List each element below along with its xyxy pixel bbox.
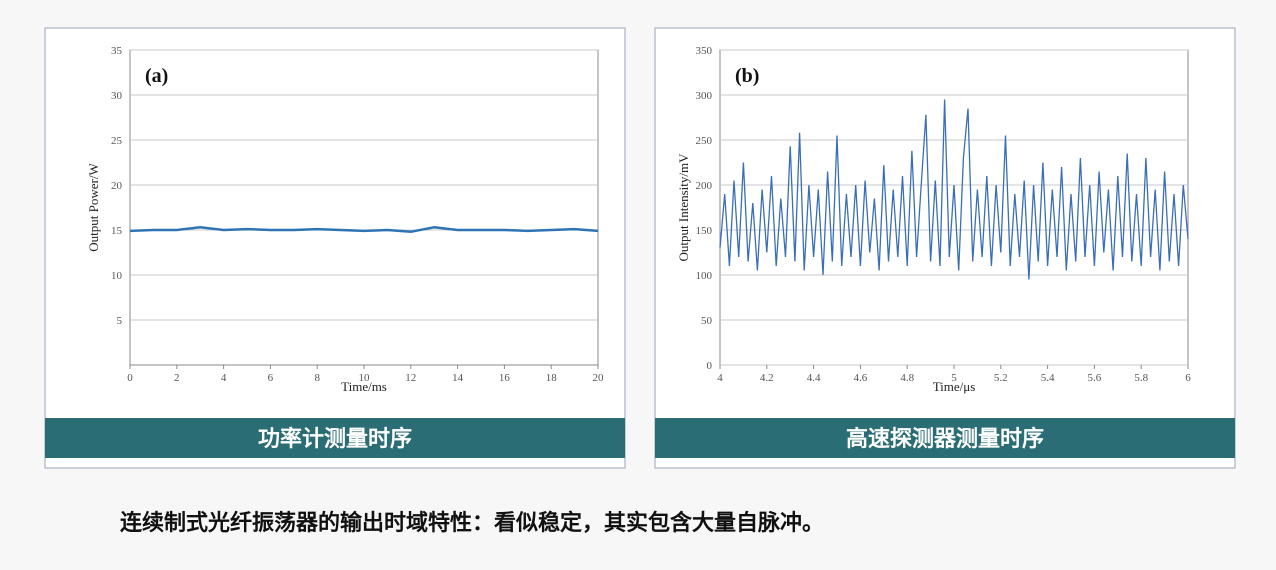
panel-label: (a) (145, 65, 168, 87)
x-tick-label: 0 (127, 372, 133, 384)
y-tick-label: 100 (696, 270, 713, 282)
x-tick-label: 4 (717, 372, 723, 384)
y-axis-label: Output Power/W (86, 163, 101, 252)
x-tick-label: 5.8 (1134, 372, 1148, 384)
x-axis-label: Time/μs (933, 379, 976, 394)
x-tick-label: 12 (405, 372, 416, 384)
y-tick-label: 300 (696, 90, 713, 102)
x-tick-label: 4.2 (760, 372, 774, 384)
x-tick-label: 4.6 (854, 372, 868, 384)
caption-bar (655, 418, 1235, 458)
data-line (129, 226, 599, 234)
y-tick-label: 35 (111, 45, 123, 57)
x-tick-label: 6 (268, 372, 274, 384)
y-tick-label: 15 (111, 225, 123, 237)
x-tick-label: 4.8 (900, 372, 914, 384)
y-tick-label: 350 (696, 45, 713, 57)
x-tick-label: 5.6 (1088, 372, 1102, 384)
x-axis-label: Time/ms (341, 379, 387, 394)
plot-area (129, 49, 599, 366)
y-tick-label: 30 (111, 90, 123, 102)
x-tick-label: 8 (314, 372, 320, 384)
x-tick-label: 2 (174, 372, 180, 384)
x-tick-label: 6 (1185, 372, 1191, 384)
x-tick-label: 5.4 (1041, 372, 1055, 384)
y-tick-label: 5 (117, 315, 123, 327)
panel-caption: 功率计测量时序 (258, 426, 412, 452)
panel-label: (b) (735, 65, 759, 87)
x-tick-label: 10 (359, 372, 371, 384)
y-tick-label: 20 (111, 180, 123, 192)
y-tick-label: 0 (707, 360, 713, 372)
y-tick-label: 200 (696, 180, 713, 192)
y-tick-label: 25 (111, 135, 123, 147)
data-line (719, 99, 1189, 280)
panel-caption: 高速探测器测量时序 (846, 426, 1044, 452)
x-tick-label: 4 (221, 372, 227, 384)
x-tick-label: 5.2 (994, 372, 1008, 384)
caption-bar (45, 418, 625, 458)
x-tick-label: 18 (546, 372, 558, 384)
y-tick-label: 50 (701, 315, 713, 327)
plot-area (719, 49, 1189, 366)
y-tick-label: 10 (111, 270, 123, 282)
y-tick-label: 250 (696, 135, 713, 147)
x-tick-label: 20 (593, 372, 605, 384)
y-axis-label: Output Intensity/mV (676, 153, 691, 262)
x-tick-label: 16 (499, 372, 511, 384)
x-tick-label: 4.4 (807, 372, 821, 384)
x-tick-label: 5 (951, 372, 957, 384)
figure-caption: 连续制式光纤振荡器的输出时域特性：看似稳定，其实包含大量自脉冲。 (120, 510, 824, 536)
x-tick-label: 14 (452, 372, 464, 384)
y-tick-label: 150 (696, 225, 713, 237)
